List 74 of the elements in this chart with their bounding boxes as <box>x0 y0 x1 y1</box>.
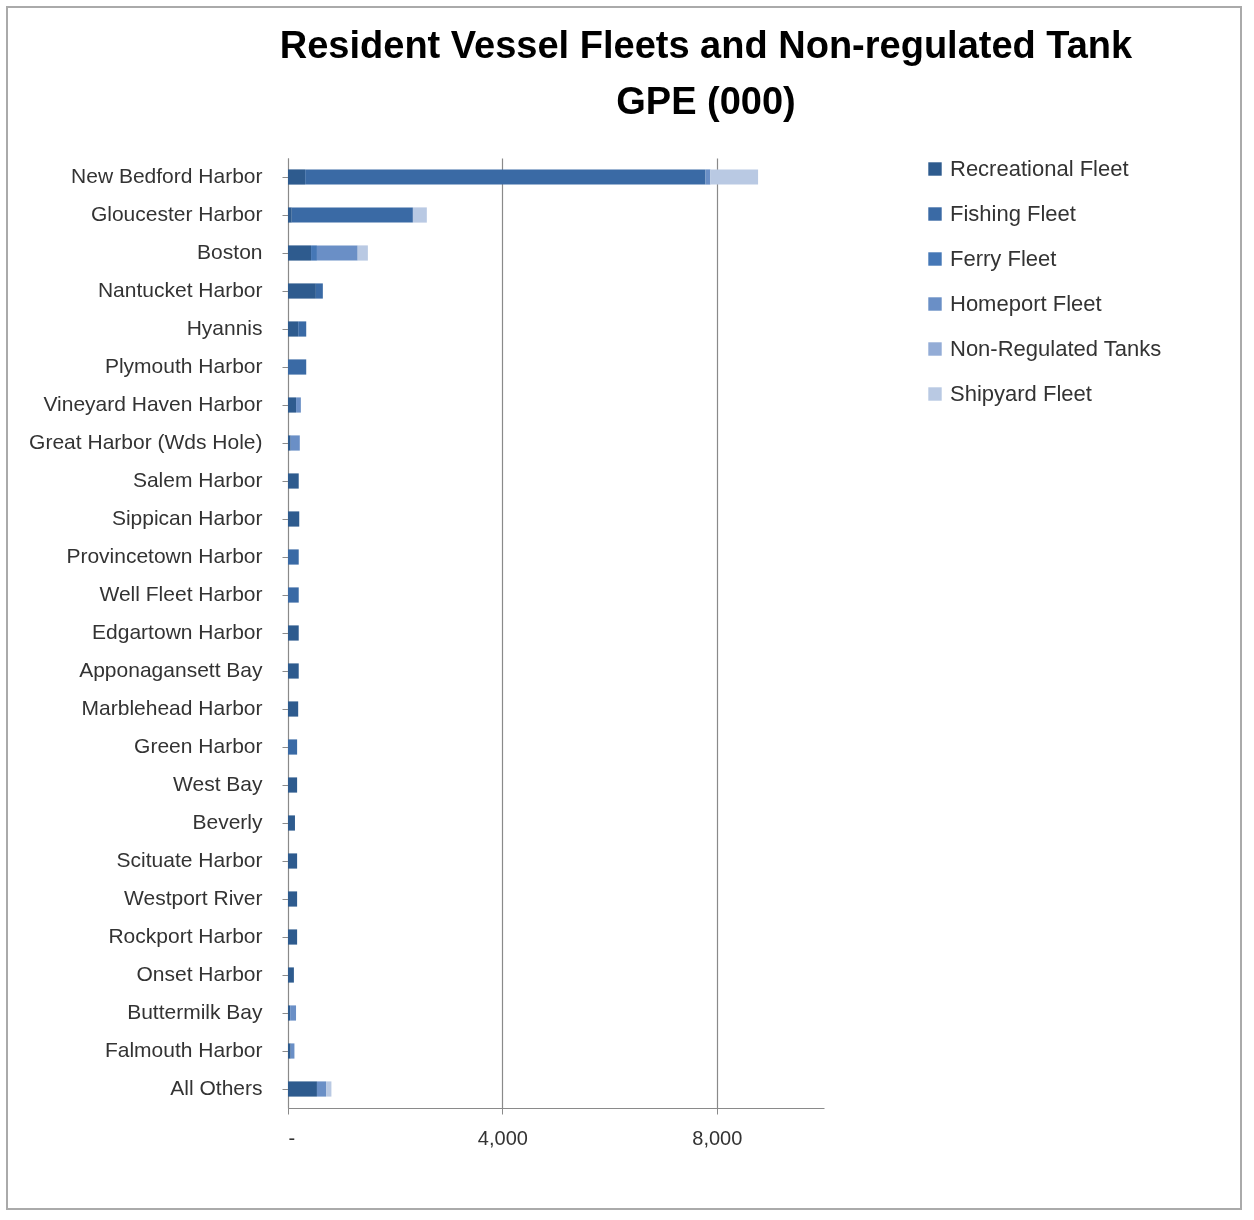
y-tick-label: Beverly <box>192 810 263 833</box>
bar <box>412 207 427 223</box>
bar <box>316 245 358 261</box>
x-tick-label: - <box>288 1126 296 1149</box>
legend-label: Shipyard Fleet <box>950 381 1092 406</box>
bar <box>305 169 706 185</box>
bar <box>288 739 298 755</box>
bar <box>288 1005 291 1021</box>
y-tick-label: New Bedford Harbor <box>71 164 263 187</box>
y-tick-label: Nantucket Harbor <box>97 278 263 301</box>
bar <box>298 321 307 337</box>
bar <box>315 283 323 299</box>
bar <box>288 207 292 223</box>
bar <box>288 511 300 527</box>
bar <box>288 321 299 337</box>
y-tick-label: Sippican Harbor <box>111 506 263 529</box>
bar <box>296 397 301 413</box>
bar <box>288 397 297 413</box>
y-tick-label: Plymouth Harbor <box>104 354 263 377</box>
y-tick-label: Hyannis <box>186 316 263 339</box>
y-tick-label: Falmouth Harbor <box>104 1038 263 1061</box>
y-tick-label: Scituate Harbor <box>116 848 263 871</box>
legend-label: Homeport Fleet <box>950 291 1102 316</box>
y-tick-label: Rockport Harbor <box>108 924 263 947</box>
bar <box>288 815 295 831</box>
bar <box>357 245 368 261</box>
chart-title: Resident Vessel Fleets and Non-regulated Tank GPE (000) <box>279 24 1134 122</box>
bar <box>288 473 299 489</box>
bar <box>290 1005 297 1021</box>
y-tick-label: All Others <box>170 1076 263 1099</box>
y-tick-label: Apponagansett Bay <box>79 658 263 681</box>
y-tick-label: Great Harbor (Wds Hole) <box>29 430 263 453</box>
bar <box>710 169 759 185</box>
bar <box>288 359 307 375</box>
y-tick-label: Well Fleet Harbor <box>99 582 263 605</box>
bar <box>326 1081 332 1097</box>
bar <box>288 625 299 641</box>
y-tick-label: Green Harbor <box>134 734 263 757</box>
bar <box>316 1081 327 1097</box>
bar <box>290 435 300 451</box>
y-tick-label: Gloucester Harbor <box>90 202 263 225</box>
y-tick-label: Provincetown Harbor <box>66 544 263 567</box>
y-tick-label: Boston <box>197 240 263 263</box>
bar <box>288 587 299 603</box>
y-tick-label: Onset Harbor <box>136 962 263 985</box>
bar <box>288 283 316 299</box>
y-tick-label: Edgartown Harbor <box>92 620 263 643</box>
bar <box>288 929 298 945</box>
bar <box>288 701 299 717</box>
bar <box>288 777 298 793</box>
bar <box>288 1081 317 1097</box>
x-tick-label: 4,000 <box>477 1126 528 1149</box>
bar <box>288 549 299 565</box>
y-tick-label: West Bay <box>173 772 263 795</box>
bar <box>288 435 291 451</box>
bar <box>311 245 317 261</box>
y-tick-label: Buttermilk Bay <box>127 1000 263 1023</box>
bar <box>291 207 413 223</box>
bar <box>288 169 306 185</box>
bar <box>288 891 298 907</box>
bar <box>288 663 299 679</box>
legend-label: Non-Regulated Tanks <box>950 336 1162 361</box>
y-tick-label: Marblehead Harbor <box>81 696 263 719</box>
legend-label: Recreational Fleet <box>950 156 1129 181</box>
x-tick-label: 8,000 <box>692 1126 743 1149</box>
legend-label: Ferry Fleet <box>950 246 1057 271</box>
y-tick-label: Vineyard Haven Harbor <box>43 392 263 415</box>
y-tick-label: Westport River <box>124 886 263 909</box>
y-tick-label: Salem Harbor <box>132 468 263 491</box>
bar <box>288 967 294 983</box>
bar <box>288 245 312 261</box>
legend-label: Fishing Fleet <box>950 201 1076 226</box>
bar <box>288 1043 291 1059</box>
bar <box>288 853 298 869</box>
